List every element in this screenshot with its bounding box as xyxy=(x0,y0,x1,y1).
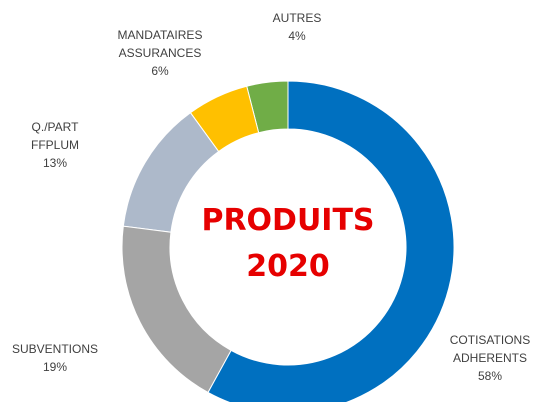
title-line: 2020 xyxy=(246,249,330,284)
donut-slice xyxy=(122,112,220,233)
slice-label: MANDATAIRES ASSURANCES xyxy=(117,28,203,60)
donut-slice xyxy=(121,225,232,394)
slice-value: 4% xyxy=(288,29,306,43)
slice-label: AUTRES xyxy=(272,11,322,25)
slice-value: 58% xyxy=(477,369,503,383)
slice-label: COTISATIONS ADHERENTS xyxy=(449,333,531,365)
slice-value: 6% xyxy=(151,64,169,78)
donut-slice xyxy=(207,80,455,402)
title-line: PRODUITS xyxy=(201,203,374,238)
slice-value: 19% xyxy=(42,360,68,374)
slice-label: SUBVENTIONS xyxy=(11,342,98,356)
slice-label: Q./PART FFPLUM xyxy=(31,120,79,152)
slice-value: 13% xyxy=(42,156,68,170)
donut-slice xyxy=(189,85,260,153)
